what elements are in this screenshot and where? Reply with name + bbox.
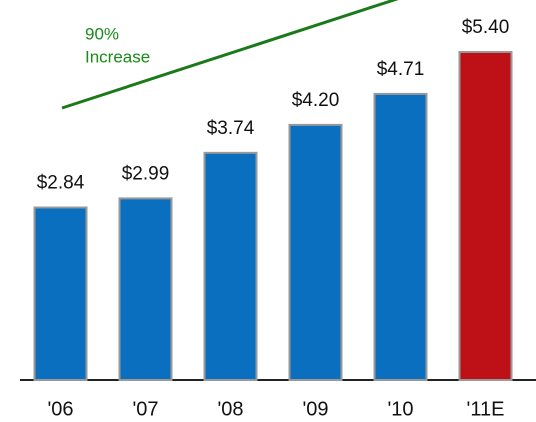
bar [458,51,513,381]
trend-line [61,0,399,110]
bar [118,197,173,381]
x-tick-label: '07 [132,398,158,420]
data-label: $2.99 [122,163,170,184]
bar [203,151,258,381]
annotation: 90% [85,24,119,43]
bar [33,206,88,381]
bar [373,92,428,382]
data-label: $3.74 [207,118,255,139]
data-label: $2.84 [37,173,85,194]
x-tick-label: '06 [47,398,73,420]
annotation: Increase [85,47,150,66]
x-tick-label: '08 [217,398,243,420]
x-tick-label: '09 [302,398,328,420]
data-label: $5.40 [462,17,510,38]
bar [288,123,343,381]
x-tick-label: '11E [467,398,505,420]
data-label: $4.71 [377,59,425,80]
x-tick-label: '10 [387,398,413,420]
data-label: $4.20 [292,90,340,111]
